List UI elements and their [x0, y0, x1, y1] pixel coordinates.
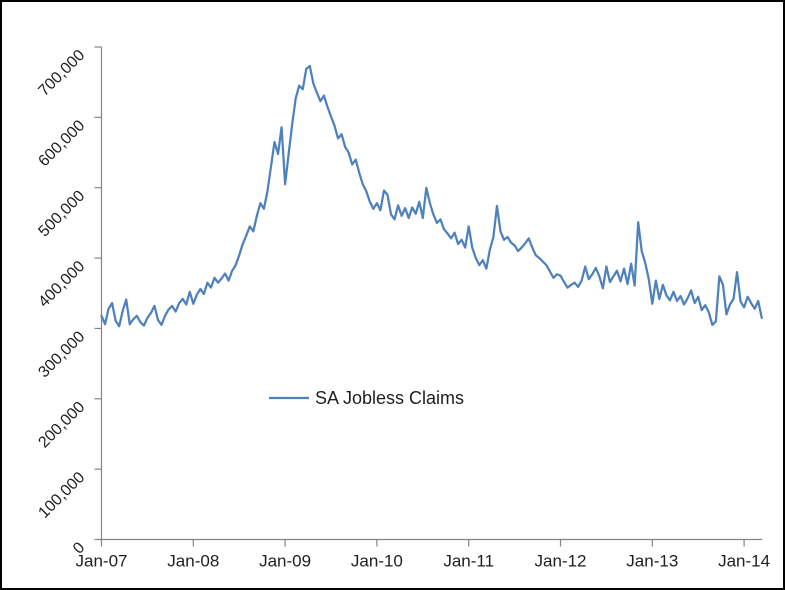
- y-tick-label: 200,000: [35, 399, 88, 452]
- y-tick-label: 300,000: [35, 328, 88, 381]
- series-line-sa-jobless-claims: [100, 64, 763, 328]
- legend: SA Jobless Claims: [269, 388, 464, 408]
- y-tick-label: 100,000: [35, 469, 88, 522]
- y-tick-label: 400,000: [35, 258, 88, 311]
- x-tick-label: Jan-11: [443, 552, 494, 571]
- y-tick-label: 500,000: [35, 187, 88, 240]
- x-tick-label: Jan-08: [167, 552, 219, 571]
- y-tick-label: 600,000: [35, 117, 88, 170]
- x-tick-label: Jan-10: [351, 552, 403, 571]
- legend-label: SA Jobless Claims: [315, 388, 464, 408]
- x-tick-label: Jan-07: [76, 552, 128, 571]
- x-tick-label: Jan-09: [259, 552, 311, 571]
- axes: [94, 46, 762, 547]
- y-tick-label: 700,000: [35, 47, 88, 100]
- x-tick-label: Jan-13: [626, 552, 678, 571]
- x-tick-label: Jan-12: [535, 552, 587, 571]
- x-axis-labels: Jan-07 Jan-08 Jan-09 Jan-10 Jan-11 Jan-12 Jan-…: [76, 552, 771, 571]
- x-tick-label: Jan-14: [718, 552, 770, 571]
- y-axis-labels: 0100,000200,000300,000400,000500,000600,…: [35, 47, 88, 558]
